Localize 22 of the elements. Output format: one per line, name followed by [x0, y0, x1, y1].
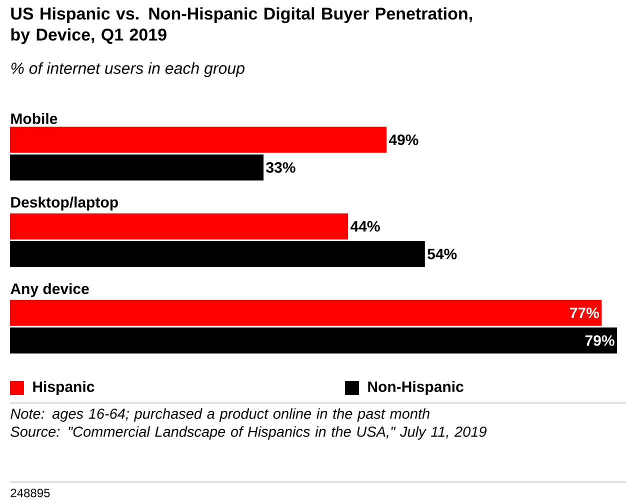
bar	[10, 300, 602, 326]
y-tick-label: Any device	[10, 283, 89, 298]
bar	[10, 328, 617, 354]
data-label: 33%	[266, 162, 296, 173]
data-label: 44%	[350, 221, 380, 232]
y-tick-label: Desktop/laptop	[11, 196, 118, 211]
data-label: 54%	[428, 248, 457, 260]
text: Note: ages 16-64; purchased a product online in the past month	[10, 408, 430, 422]
bar	[10, 241, 425, 268]
chart-title: US Hispanic vs. Non-Hispanic Digital Buyer Penetration, by Device, Q1 2019	[11, 7, 472, 44]
data-label: 49%	[388, 134, 418, 146]
legend-label: Hispanic	[33, 381, 94, 395]
chart-subtitle: % of internet users in each group	[11, 62, 244, 78]
bar	[10, 213, 348, 240]
source-note: Source: "Commercial Landscape of Hispanics in the USA," July 11, 2019	[10, 426, 486, 440]
bar	[10, 154, 264, 180]
bar	[10, 126, 386, 153]
data-label: 77%	[570, 308, 600, 318]
text: 248895	[10, 488, 50, 498]
y-tick-label: Mobile	[11, 113, 58, 124]
legend-label: Non-Hispanic	[368, 381, 464, 395]
data-label: 79%	[585, 335, 614, 346]
